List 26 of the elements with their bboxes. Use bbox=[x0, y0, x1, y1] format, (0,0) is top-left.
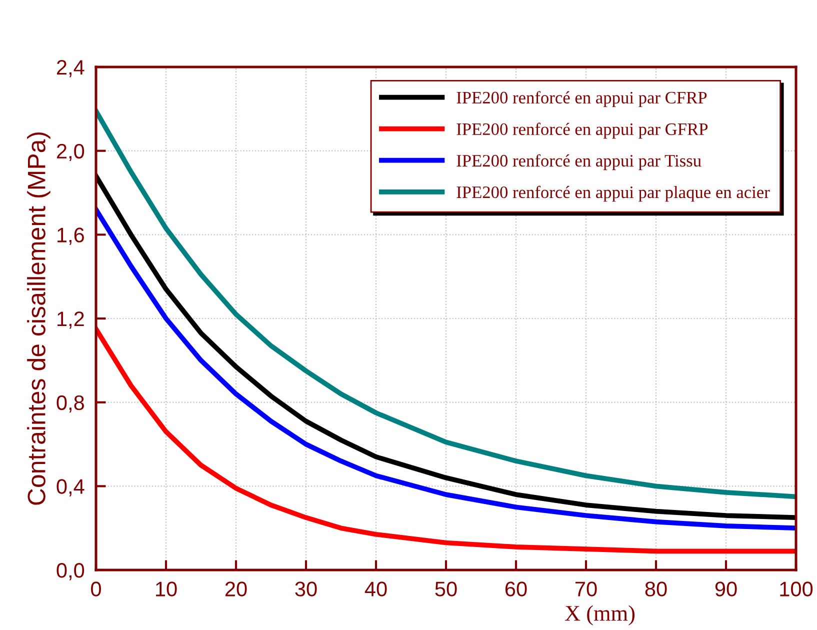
x-tick-label: 90 bbox=[715, 582, 737, 596]
y-tick-label: 0,0 bbox=[56, 563, 84, 580]
legend-label: IPE200 renforcé en appui par Tissu bbox=[456, 154, 702, 170]
x-tick-label: 10 bbox=[156, 582, 177, 596]
x-tick-label: 100 bbox=[780, 582, 813, 596]
x-tick-label: 20 bbox=[225, 582, 247, 596]
y-tick-label: 0,8 bbox=[56, 395, 84, 413]
y-tick-label: 1,6 bbox=[58, 228, 84, 245]
y-tick-label: 1,2 bbox=[58, 312, 84, 329]
x-tick-label: 60 bbox=[505, 582, 527, 596]
x-tick-label: 0 bbox=[91, 582, 101, 596]
y-tick-label: 2,4 bbox=[56, 60, 84, 78]
legend-label: IPE200 renforcé en appui par plaque en acier bbox=[456, 186, 770, 202]
y-axis-title: Contraintes de cisaillement (MPa) bbox=[27, 132, 50, 505]
x-tick-label: 40 bbox=[364, 582, 387, 596]
legend-label: IPE200 renforcé en appui par CFRP bbox=[456, 91, 707, 108]
x-axis-title: X (mm) bbox=[565, 605, 635, 626]
line-series bbox=[96, 326, 796, 554]
x-tick-label: 80 bbox=[645, 582, 667, 596]
x-tick-label: 50 bbox=[435, 582, 457, 596]
line-series bbox=[96, 108, 796, 500]
y-tick-label: 2,0 bbox=[56, 144, 84, 162]
x-tick-label: 70 bbox=[575, 582, 597, 596]
x-tick-label: 30 bbox=[295, 582, 317, 596]
legend-label: IPE200 renforcé en appui par GFRP bbox=[456, 122, 708, 139]
y-tick-label: 0,4 bbox=[56, 479, 84, 496]
